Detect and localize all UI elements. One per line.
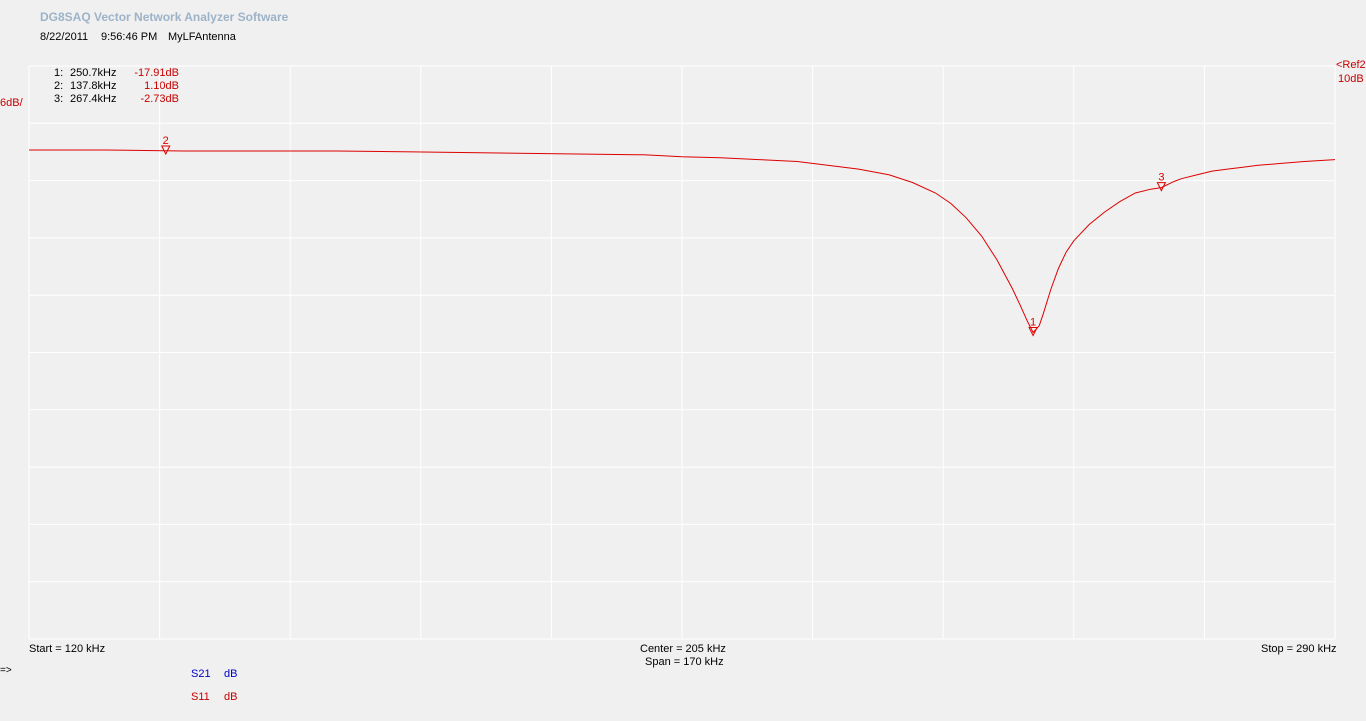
marker-1-freq: 250.7kHz bbox=[70, 67, 117, 79]
marker-2-label: 2 bbox=[163, 135, 169, 147]
marker-1-index: 1: bbox=[54, 67, 64, 79]
marker-3-label: 3 bbox=[1158, 172, 1164, 184]
app-title: DG8SAQ Vector Network Analyzer Software bbox=[40, 10, 289, 24]
command-prompt-glyph: => bbox=[0, 665, 12, 676]
measurement-name: MyLFAntenna bbox=[168, 31, 236, 43]
measurement-time: 9:56:46 PM bbox=[101, 31, 158, 43]
marker-2-freq: 137.8kHz bbox=[70, 80, 117, 92]
marker-2-triangle bbox=[160, 145, 171, 156]
scale-per-div: 6dB/ bbox=[0, 97, 23, 109]
axis-start-label: Start = 120 kHz bbox=[29, 643, 106, 655]
chart-markers: 1 2 3 bbox=[160, 135, 1167, 337]
marker-1-label: 1 bbox=[1030, 317, 1036, 329]
trace-legend-s11-name[interactable]: S11 bbox=[191, 691, 210, 703]
trace-legend-s21-name[interactable]: S21 bbox=[191, 668, 211, 680]
trace-legend-s11-format[interactable]: dB bbox=[224, 691, 238, 703]
marker-3-freq: 267.4kHz bbox=[70, 93, 117, 105]
s11-trace bbox=[29, 149, 1336, 334]
marker-1-triangle bbox=[1028, 327, 1038, 337]
reference-level: 10dB bbox=[1338, 73, 1364, 85]
axis-span-label: Span = 170 kHz bbox=[645, 656, 724, 668]
reference-label[interactable]: <Ref2 bbox=[1336, 59, 1366, 71]
marker-2-value: 1.10dB bbox=[144, 80, 179, 92]
marker-1-value: -17.91dB bbox=[134, 67, 179, 79]
marker-3-triangle bbox=[1156, 182, 1167, 192]
chart-grid bbox=[28, 65, 1336, 640]
measurement-date: 8/22/2011 bbox=[40, 31, 89, 43]
axis-stop-label: Stop = 290 kHz bbox=[1261, 643, 1337, 655]
trace-legend-s21-format[interactable]: dB bbox=[224, 668, 238, 680]
marker-3-index: 3: bbox=[54, 93, 64, 105]
marker-2-index: 2: bbox=[54, 80, 64, 92]
axis-center-label: Center = 205 kHz bbox=[640, 643, 726, 655]
